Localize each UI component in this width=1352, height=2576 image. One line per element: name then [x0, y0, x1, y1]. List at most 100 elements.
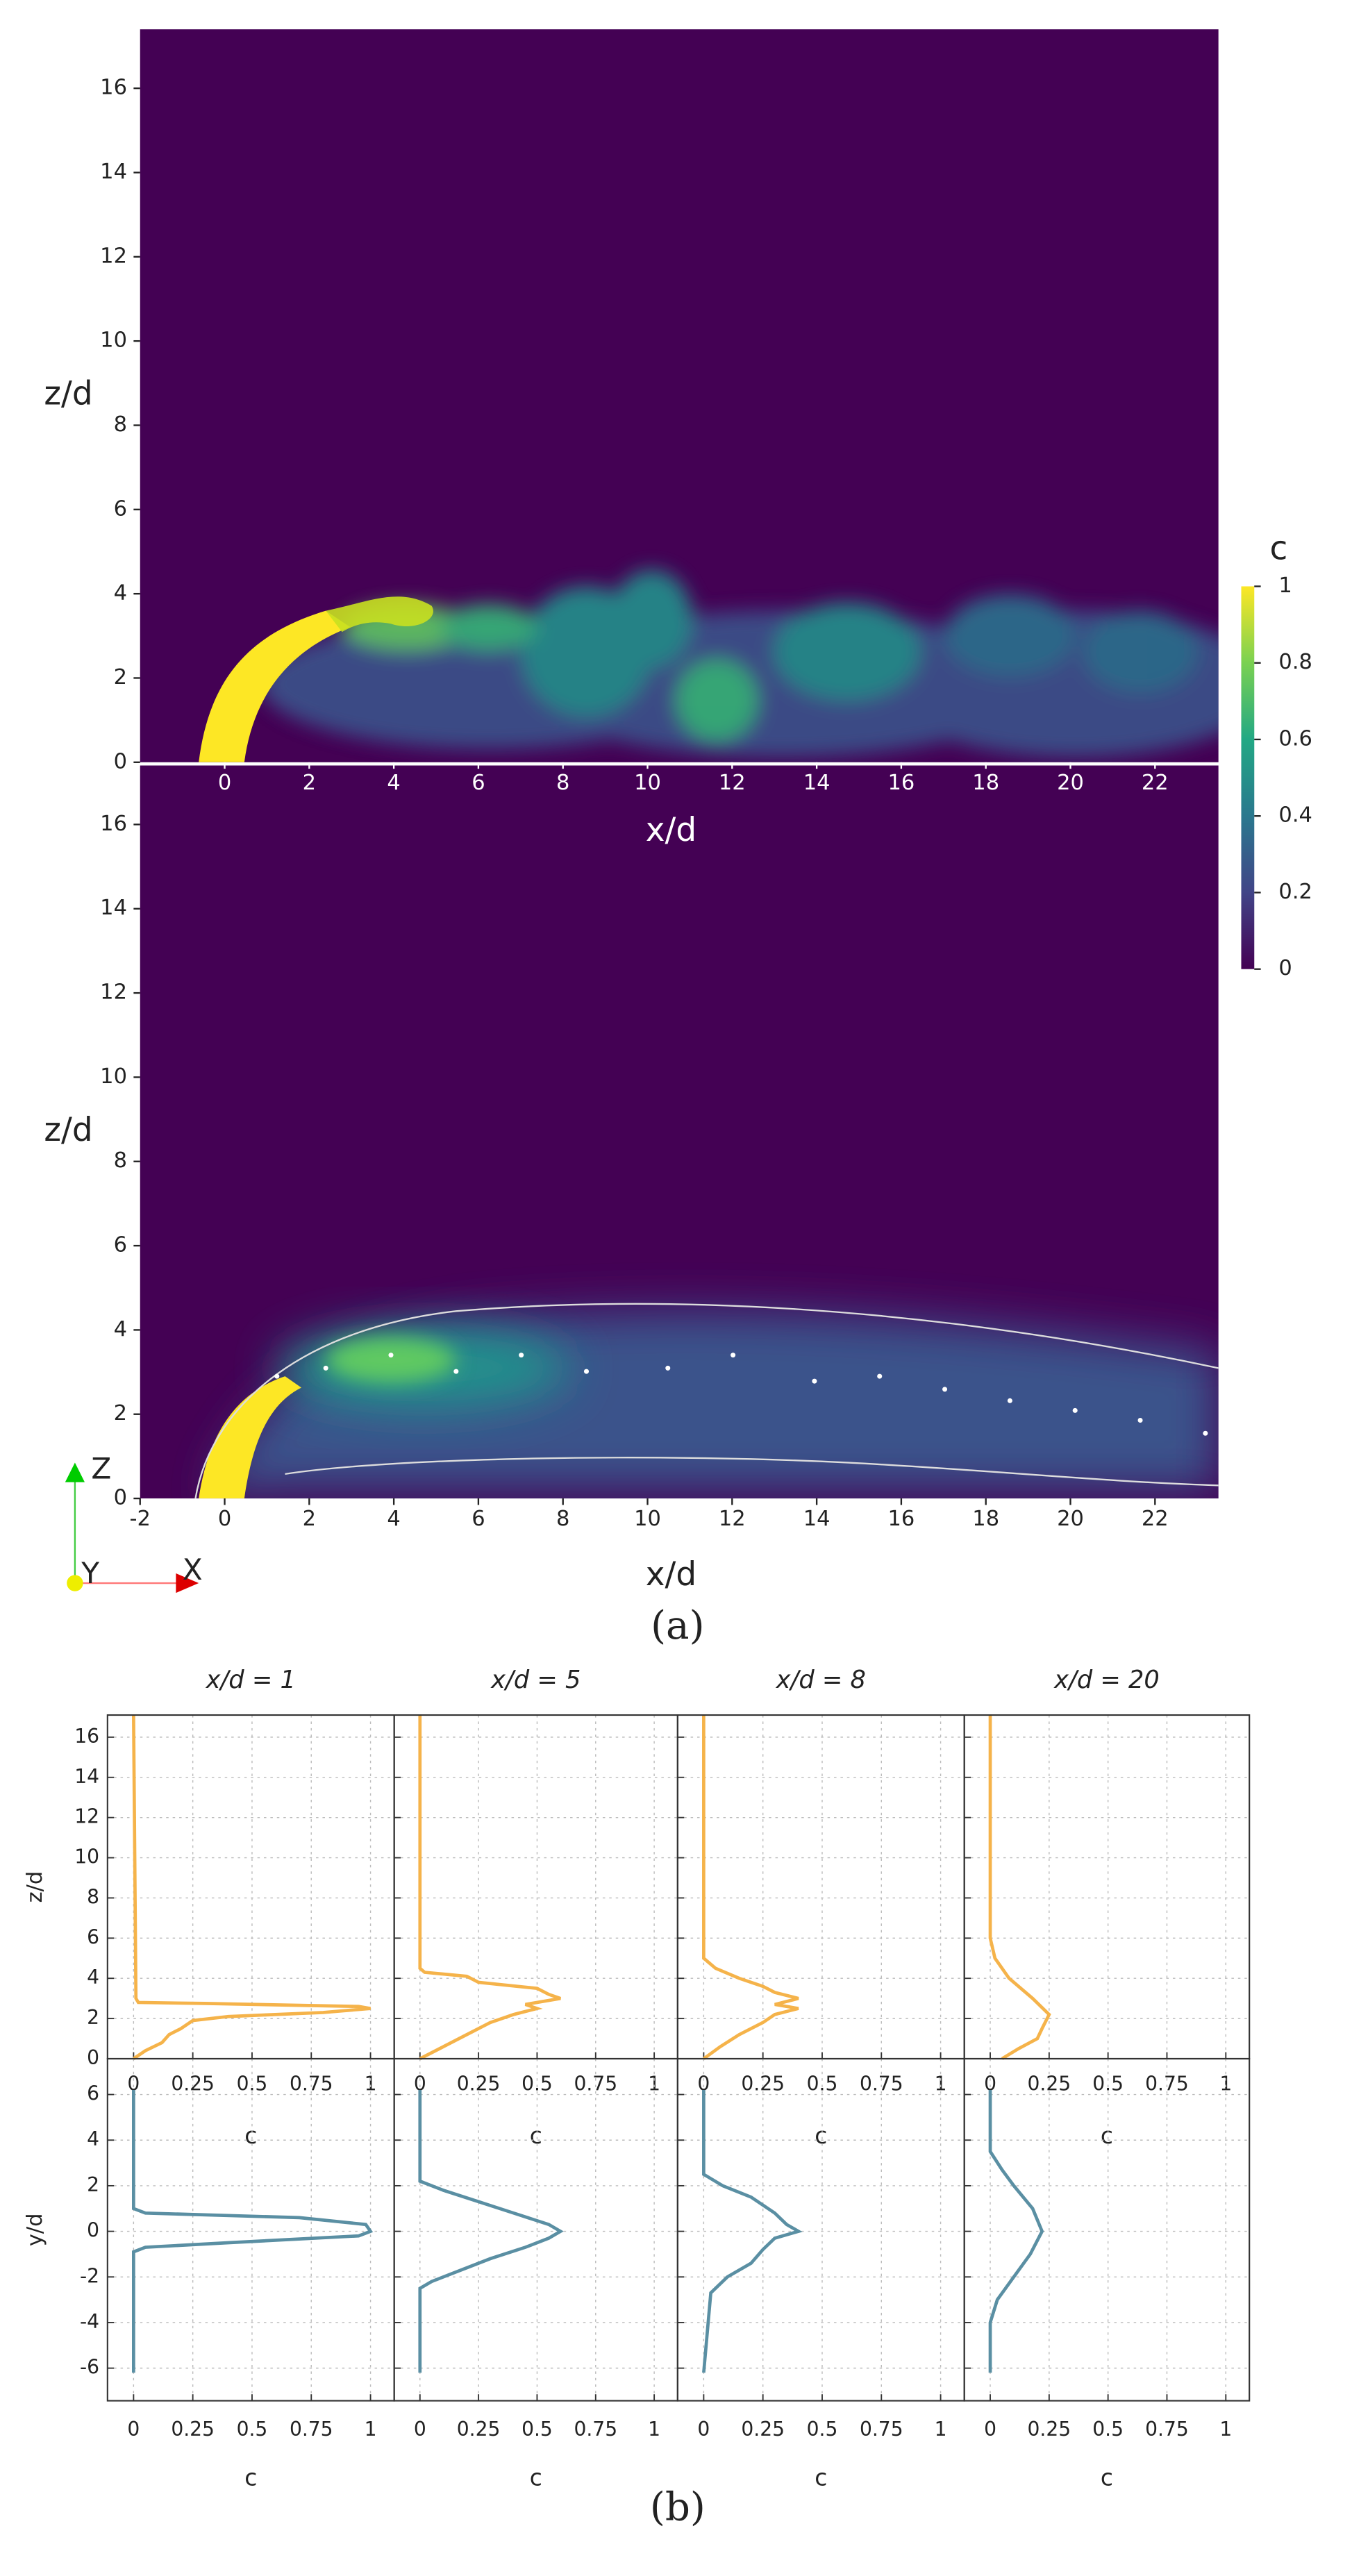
x-tick-label: 0	[414, 2073, 426, 2096]
x-tick-label: 22	[1142, 1507, 1169, 1531]
y-tick-label: 10	[100, 1064, 127, 1089]
x-tick-label: 1	[365, 2418, 377, 2441]
colorbar-tick-label: 0.6	[1278, 726, 1312, 751]
y-tick-label: -4	[80, 2310, 99, 2333]
x-tick-label: 0.5	[807, 2418, 838, 2441]
axis-label: Y	[81, 1556, 99, 1590]
x-tick-label: 0.25	[741, 2418, 785, 2441]
x-tick-label: 1	[648, 2418, 660, 2441]
x-axis-label: c	[815, 2465, 827, 2491]
y-tick-label: 4	[114, 581, 127, 605]
x-tick-label: 0	[984, 2418, 996, 2441]
x-tick-label: 10	[634, 1507, 661, 1531]
axis-label: Z	[91, 1452, 111, 1486]
y-tick-label: 4	[87, 2127, 99, 2150]
y-tick-label: 2	[114, 1401, 127, 1425]
x-tick-label: 0.5	[1092, 2418, 1124, 2441]
x-tick-label: 22	[1142, 771, 1169, 795]
y-tick-label: 6	[87, 1925, 99, 1948]
panel-title: x/d = 8	[776, 1666, 866, 1694]
panel-frame	[963, 1714, 1251, 2060]
profile-line	[702, 2089, 803, 2373]
profile-line	[418, 2089, 564, 2373]
x-tick-label: 0.5	[237, 2418, 268, 2441]
panel-title: x/d = 5	[490, 1666, 581, 1694]
panel-frame	[393, 2057, 678, 2402]
x-axis-label: c	[244, 2123, 257, 2149]
y-tick-label: 2	[87, 2006, 99, 2029]
y-tick-label: 10	[100, 328, 127, 353]
y-tick-label: 8	[114, 412, 127, 437]
y-tick-label: 16	[74, 1725, 99, 1748]
x-tick-label: 0.25	[1028, 2418, 1071, 2441]
x-tick-label: 0	[127, 2073, 140, 2096]
y-tick-label: 6	[114, 1233, 127, 1257]
y-tick-label: 4	[114, 1317, 127, 1341]
y-tick-label: 2	[114, 665, 127, 689]
x-tick-label: 10	[634, 771, 661, 795]
x-axis-label: x/d	[646, 1555, 696, 1594]
y-tick-label: 14	[100, 160, 127, 184]
x-tick-label: 0	[218, 771, 231, 795]
y-tick-label: 12	[74, 1805, 99, 1828]
x-tick-label: 18	[972, 1507, 999, 1531]
x-axis-label: x/d	[646, 811, 696, 849]
y-tick-label: 16	[100, 812, 127, 836]
x-tick-label: 8	[556, 771, 569, 795]
x-tick-label: 0.25	[171, 2418, 215, 2441]
x-tick-label: 0	[127, 2418, 140, 2441]
x-tick-label: 0	[218, 1507, 231, 1531]
y-tick-label: 16	[100, 76, 127, 100]
y-axis-label: z/d	[23, 1871, 47, 1903]
profile-line	[132, 1715, 371, 2060]
panel-frame	[106, 2057, 395, 2402]
y-tick-label: 12	[100, 980, 127, 1005]
x-tick-label: 0	[984, 2073, 996, 2096]
y-tick-label: 6	[114, 496, 127, 521]
profile-line	[418, 1715, 561, 2061]
x-tick-label: 0.25	[457, 2418, 501, 2441]
x-tick-label: -2	[130, 1507, 151, 1531]
x-tick-label: 12	[719, 1507, 746, 1531]
y-tick-label: 8	[87, 1885, 99, 1908]
x-tick-label: 0.5	[521, 2418, 553, 2441]
x-tick-label: 6	[471, 1507, 485, 1531]
x-axis-label: c	[1101, 2123, 1113, 2149]
x-tick-label: 1	[648, 2073, 660, 2096]
panel-frame	[963, 2057, 1251, 2402]
y-axis-label: z/d	[44, 1111, 92, 1149]
field-top	[199, 570, 1219, 762]
panel-frame	[676, 1714, 965, 2060]
y-tick-label: 0	[114, 1486, 127, 1510]
x-tick-label: 1	[935, 2073, 947, 2096]
profile-line	[132, 2089, 374, 2373]
x-axis-label: c	[530, 2465, 542, 2491]
colorbar	[1241, 586, 1255, 969]
y-tick-label: 14	[74, 1765, 99, 1788]
colorbar-title: c	[1270, 529, 1288, 567]
x-tick-label: 1	[1219, 2073, 1232, 2096]
x-tick-label: 2	[303, 1507, 316, 1531]
x-tick-label: 1	[365, 2073, 377, 2096]
y-tick-label: -6	[80, 2356, 99, 2379]
x-tick-label: 0.75	[290, 2418, 333, 2441]
caption: (b)	[650, 2484, 706, 2529]
panel-title: x/d = 1	[206, 1666, 296, 1694]
x-tick-label: 6	[471, 771, 485, 795]
y-axis-label: z/d	[44, 375, 92, 413]
x-tick-label: 16	[888, 1507, 915, 1531]
y-tick-label: 6	[87, 2082, 99, 2105]
panel-frame	[676, 2057, 965, 2402]
x-tick-label: 4	[387, 1507, 400, 1531]
x-axis-label: c	[530, 2123, 542, 2149]
colorbar-tick-label: 0.8	[1278, 650, 1312, 674]
x-axis-label: c	[244, 2465, 257, 2491]
y-tick-label: -2	[80, 2264, 99, 2287]
profile-line	[988, 1715, 1051, 2061]
x-tick-label: 1	[1219, 2418, 1232, 2441]
y-tick-label: 2	[87, 2173, 99, 2196]
y-tick-label: 0	[114, 749, 127, 773]
colorbar-tick-label: 0	[1278, 956, 1292, 980]
